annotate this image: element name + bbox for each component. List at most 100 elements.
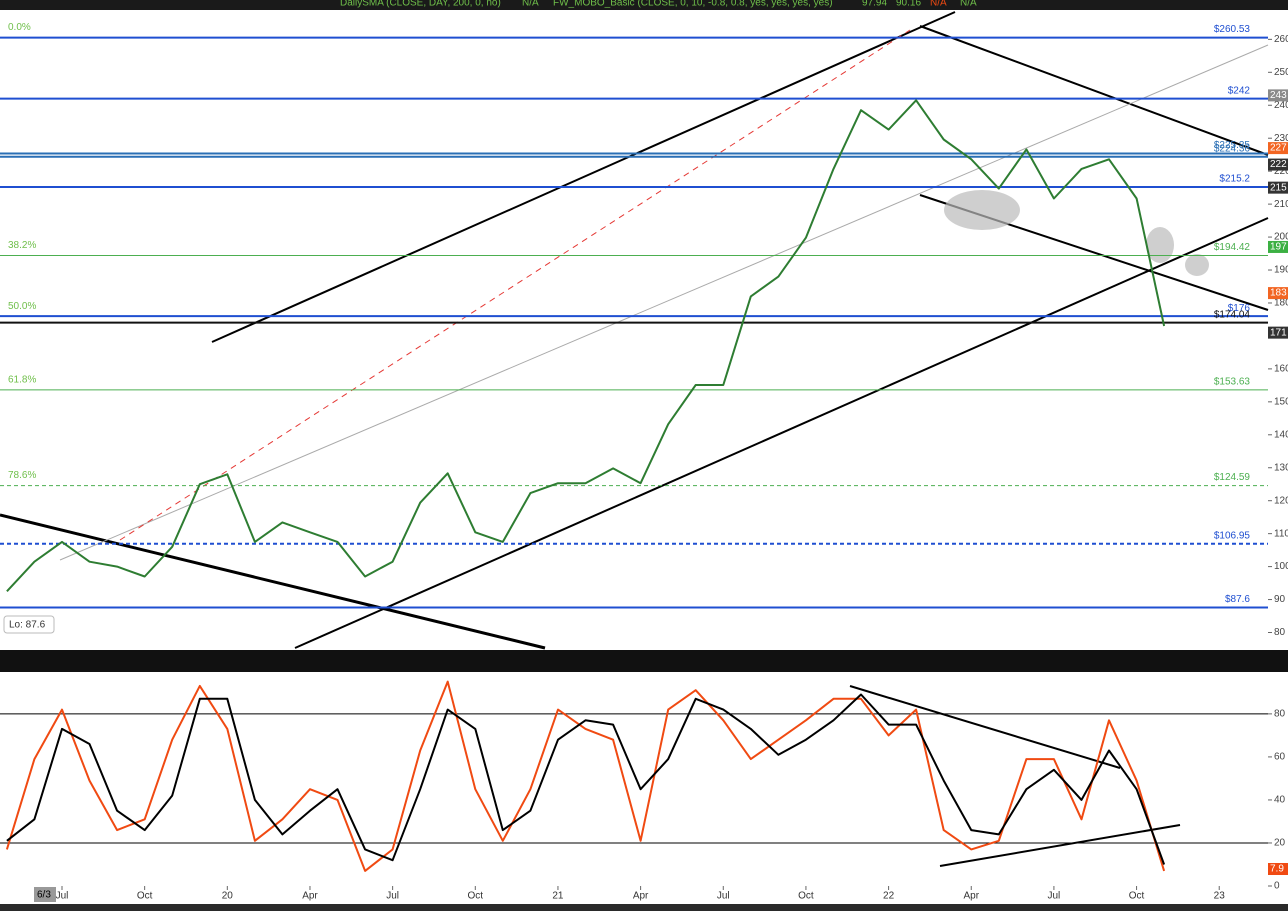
price-tag — [1268, 158, 1288, 171]
x-tick-label: Oct — [468, 891, 484, 902]
trend-lines — [0, 11, 1269, 867]
fib-label: 38.2% — [8, 240, 36, 251]
level-label: $242 — [1228, 85, 1251, 96]
trend-line — [119, 29, 911, 541]
y-tick-label: 20 — [1274, 838, 1286, 849]
series-line — [5, 680, 1166, 872]
level-label: $106.95 — [1214, 530, 1251, 541]
price-tag-label: 243 — [1270, 90, 1287, 101]
header-study: FW_MOBO_Basic (CLOSE, 0, 10, -0.8, 0.8, … — [553, 0, 833, 9]
x-tick-label: 23 — [1214, 891, 1226, 902]
y-tick-label: 210 — [1274, 199, 1288, 210]
fib-label: 61.8% — [8, 375, 36, 386]
highlight — [1185, 254, 1209, 276]
last-value-tag — [1268, 863, 1288, 876]
footer-bar — [0, 904, 1288, 911]
y-tick-label: 220 — [1274, 166, 1288, 177]
trend-line — [59, 44, 1269, 561]
x-tick-label: Apr — [633, 891, 649, 902]
last-value-label: 7.9 — [1270, 864, 1284, 875]
x-tick-label: Apr — [302, 891, 318, 902]
level-label: $87.6 — [1225, 594, 1250, 605]
price-tag-label: 183 — [1270, 288, 1287, 299]
y-tick-label: 80 — [1274, 709, 1286, 720]
header-value: N/A — [960, 0, 977, 9]
x-tick-label: 20 — [222, 891, 234, 902]
series-line — [6, 693, 1166, 865]
level-label: $225.35 — [1214, 140, 1251, 151]
trend-line — [0, 513, 546, 650]
header-value: 97.94 — [862, 0, 887, 9]
y-tick-label: 80 — [1274, 627, 1286, 638]
trend-line — [919, 25, 1269, 156]
y-tick-label: 160 — [1274, 364, 1288, 375]
header-value: N/A — [930, 0, 947, 9]
date-marker — [34, 887, 56, 902]
header-value: 90.16 — [896, 0, 921, 9]
highlight — [944, 190, 1020, 230]
level-label: $174.04 — [1214, 309, 1251, 320]
level-label: $215.2 — [1219, 174, 1250, 185]
x-tick-label: Oct — [798, 891, 814, 902]
y-tick-label: 90 — [1274, 594, 1286, 605]
y-tick-label: 190 — [1274, 265, 1288, 276]
header-bar — [0, 0, 1288, 10]
header-study: DailySMA (CLOSE, DAY, 200, 0, no) — [340, 0, 501, 9]
y-tick-label: 180 — [1274, 298, 1288, 309]
y-tick-label: 130 — [1274, 462, 1288, 473]
low-badge — [3, 615, 55, 634]
x-tick-label: Oct — [137, 891, 153, 902]
y-tick-label: 250 — [1274, 67, 1288, 78]
level-label: $153.63 — [1214, 377, 1251, 388]
price-tag-label: 222 — [1270, 159, 1287, 170]
x-tick-label: Jul — [386, 891, 399, 902]
x-tick-label: Jul — [56, 891, 69, 902]
series-line — [6, 99, 1166, 592]
y-tick-label: 230 — [1274, 133, 1288, 144]
x-tick-label: Apr — [963, 891, 979, 902]
x-tick-label: Jul — [1048, 891, 1061, 902]
price-tag — [1268, 240, 1288, 253]
fib-label: 50.0% — [8, 301, 36, 312]
y-tick-label: 60 — [1274, 752, 1286, 763]
price-tag — [1268, 89, 1288, 102]
level-label: $224.36 — [1214, 143, 1251, 154]
fib-label: 0.0% — [8, 22, 31, 33]
y-tick-label: 100 — [1274, 561, 1288, 572]
trend-line — [294, 217, 1269, 649]
y-tick-label: 110 — [1274, 528, 1288, 539]
low-label: Lo: 87.6 — [9, 620, 46, 631]
level-label: $176 — [1228, 303, 1251, 314]
header-value: N/A — [522, 0, 539, 9]
level-label: $260.53 — [1214, 24, 1251, 35]
highlight — [1146, 227, 1174, 263]
panel-separator — [0, 650, 1288, 672]
price-tag — [1268, 326, 1288, 339]
x-tick-label: 22 — [883, 891, 895, 902]
y-tick-label: 150 — [1274, 396, 1288, 407]
y-tick-label: 240 — [1274, 100, 1288, 111]
price-tag — [1268, 142, 1288, 155]
y-tick-label: 120 — [1274, 495, 1288, 506]
price-tag — [1268, 181, 1288, 194]
y-tick-label: 0 — [1274, 881, 1280, 892]
x-tick-label: Oct — [1129, 891, 1145, 902]
trend-line — [939, 824, 1181, 867]
y-tick-label: 260 — [1274, 34, 1288, 45]
price-tag-label: 171 — [1270, 327, 1287, 338]
y-tick-label: 40 — [1274, 795, 1286, 806]
x-tick-label: 21 — [552, 891, 564, 902]
y-tick-label: 200 — [1274, 232, 1288, 243]
price-tag-label: 227 — [1270, 143, 1287, 154]
date-marker-label: 6/3 — [37, 890, 51, 901]
price-tag-label: 215 — [1270, 182, 1287, 193]
price-tag-label: 197 — [1270, 242, 1287, 253]
fib-label: 78.6% — [8, 470, 36, 481]
price-tag — [1268, 287, 1288, 300]
trend-line — [211, 11, 956, 343]
trend-line — [849, 685, 1121, 769]
level-label: $194.42 — [1214, 242, 1251, 253]
y-tick-label: 140 — [1274, 429, 1288, 440]
